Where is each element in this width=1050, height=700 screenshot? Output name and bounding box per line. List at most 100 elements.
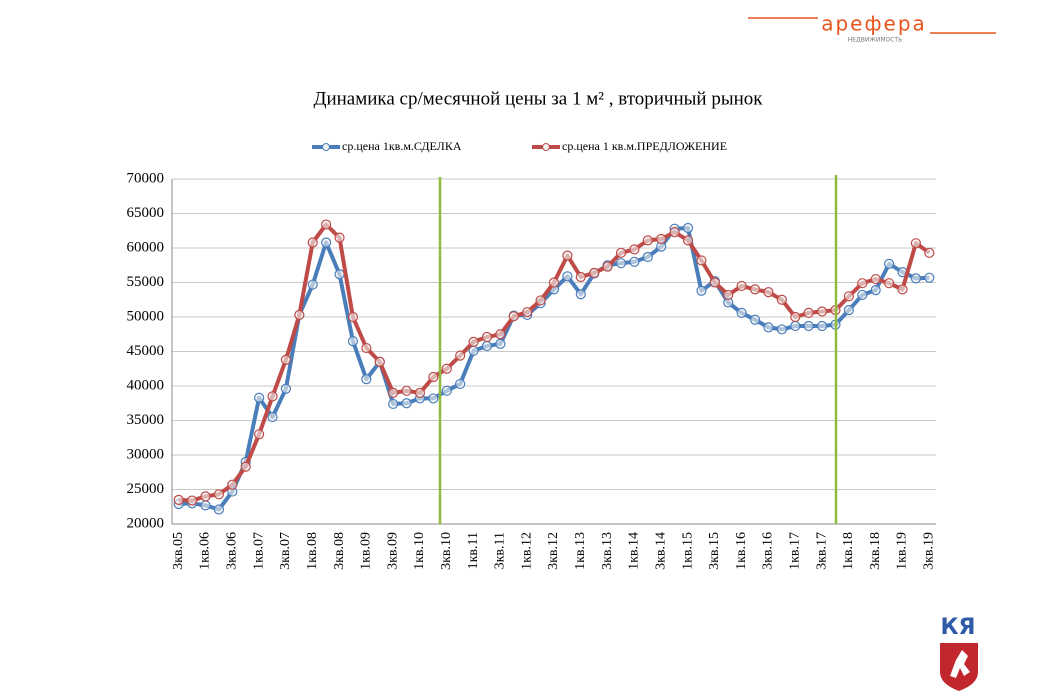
point (535, 295, 546, 306)
point (696, 255, 707, 266)
point (629, 244, 640, 255)
x-tick-label: 3кв.12 (546, 532, 561, 570)
point (682, 235, 694, 246)
chart-title: Динамика ср/месячной цены за 1 м² , втор… (314, 88, 764, 109)
point (267, 391, 278, 402)
point (776, 324, 787, 335)
point (240, 461, 251, 472)
point (307, 237, 318, 248)
point (187, 495, 198, 506)
x-tick-label: 3кв.19 (922, 532, 937, 570)
x-tick-label: 3кв.07 (278, 532, 293, 570)
point (749, 284, 761, 295)
point (883, 258, 895, 269)
y-tick-label: 25000 (127, 481, 165, 497)
point (414, 387, 426, 398)
point (213, 489, 225, 500)
x-tick-label: 1кв.06 (198, 532, 213, 570)
point (428, 393, 439, 404)
point (736, 280, 747, 292)
x-tick-label: 3кв.09 (385, 532, 400, 570)
point (924, 272, 935, 283)
x-tick-label: 1кв.13 (573, 532, 588, 570)
legend-marker (322, 143, 330, 151)
point (455, 350, 466, 361)
point (321, 237, 332, 248)
x-tick-label: 1кв.07 (251, 532, 266, 570)
point (857, 278, 868, 289)
point (455, 378, 466, 390)
point (495, 338, 506, 350)
y-tick-label: 35000 (127, 412, 165, 428)
x-tick-label: 3кв.10 (439, 532, 454, 570)
x-tick-label: 3кв.13 (600, 532, 615, 570)
point (468, 336, 479, 347)
legend-label: ср.цена 1 кв.м.ПРЕДЛОЖЕНИЕ (562, 139, 727, 153)
y-tick-label: 50000 (127, 308, 165, 324)
x-tick-label: 1кв.12 (519, 532, 534, 570)
point (401, 385, 412, 396)
point (857, 289, 868, 301)
x-tick-label: 3кв.17 (814, 532, 829, 570)
point (615, 247, 627, 258)
point (481, 340, 493, 352)
point (736, 307, 747, 318)
y-tick-label: 20000 (127, 515, 165, 531)
point (870, 273, 881, 285)
point (883, 278, 895, 289)
point (897, 284, 908, 295)
point (200, 500, 211, 511)
point (763, 287, 774, 298)
y-tick-label: 70000 (127, 170, 165, 186)
point (548, 277, 560, 288)
point (656, 233, 667, 245)
legend-label: ср.цена 1кв.м.СДЕЛКА (342, 139, 462, 153)
x-tick-label: 3кв.14 (653, 532, 668, 570)
logo-brand: арефера (821, 12, 927, 36)
y-tick-label: 40000 (127, 377, 165, 393)
point (682, 222, 694, 234)
point (334, 232, 345, 243)
point (816, 306, 828, 317)
point (843, 291, 854, 302)
point (254, 429, 265, 440)
point (776, 294, 787, 305)
point (213, 504, 225, 515)
logo-tagline: недвижимость (848, 37, 902, 44)
point (642, 251, 653, 263)
shield-emblem (950, 650, 970, 678)
x-tick-label: 1кв.14 (627, 532, 642, 570)
x-tick-label: 1кв.15 (680, 532, 695, 570)
point (200, 491, 211, 502)
point (749, 314, 761, 325)
y-tick-label: 65000 (127, 205, 165, 221)
series-line (178, 226, 930, 512)
point (709, 277, 720, 288)
legend-marker (542, 143, 550, 151)
point (280, 354, 292, 365)
point (428, 371, 439, 383)
x-tick-label: 1кв.19 (895, 532, 910, 570)
point (562, 250, 573, 261)
point (347, 336, 359, 347)
x-tick-label: 3кв.18 (868, 532, 883, 570)
point (267, 411, 278, 423)
y-tick-label: 45000 (127, 343, 165, 359)
point (816, 320, 828, 332)
y-tick-label: 55000 (127, 274, 165, 290)
point (602, 261, 613, 272)
point (669, 227, 680, 238)
point (803, 320, 814, 332)
point (615, 258, 627, 269)
point (790, 311, 801, 323)
point (388, 387, 399, 398)
x-tick-label: 3кв.15 (707, 532, 722, 570)
point (401, 398, 412, 409)
point (495, 329, 506, 340)
corner-logo: КЯ (941, 615, 976, 640)
plot: 20000 25000 30000 35000 40000 45000 50000 55000… (127, 139, 937, 570)
point (294, 309, 305, 321)
x-tick-label: 3кв.05 (171, 532, 186, 570)
point (924, 247, 935, 258)
point (441, 385, 452, 396)
